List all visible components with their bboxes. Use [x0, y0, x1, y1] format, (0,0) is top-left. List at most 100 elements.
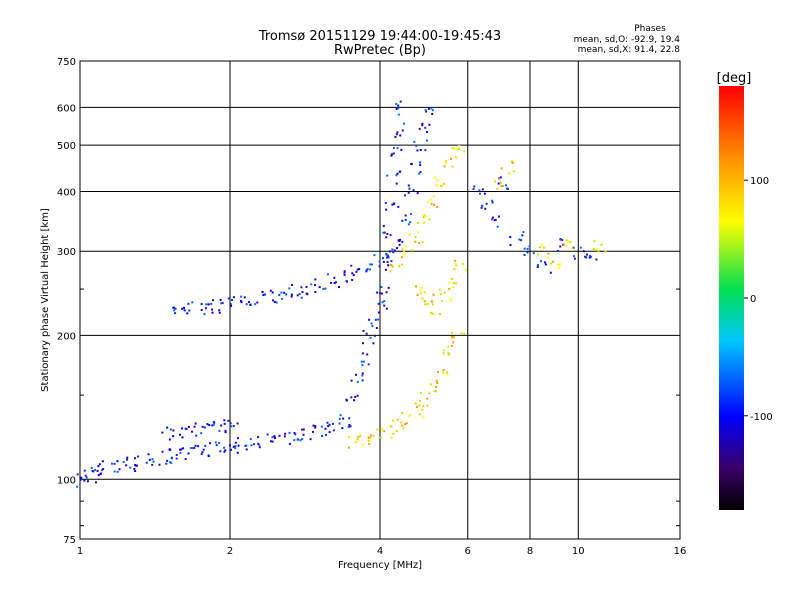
o-mode-point [341, 427, 344, 430]
x-mode-point [460, 332, 463, 335]
o-mode-point [595, 258, 598, 261]
o-mode-point [181, 307, 184, 310]
o-mode-point [356, 268, 359, 271]
o-mode-point [247, 301, 250, 304]
o-mode-point [181, 436, 184, 439]
x-mode-point [455, 156, 458, 159]
o-mode-point [118, 468, 121, 471]
o-mode-point [361, 374, 364, 377]
x-mode-point [418, 404, 421, 407]
x-mode-point [430, 383, 433, 386]
x-mode-point [369, 439, 372, 442]
x-mode-point [392, 432, 395, 435]
x-mode-point [419, 391, 422, 394]
o-mode-point [170, 456, 173, 459]
o-mode-point [249, 438, 252, 441]
o-mode-point [509, 243, 512, 246]
x-mode-point [391, 265, 394, 268]
o-mode-point [483, 192, 486, 195]
o-mode-point [418, 172, 421, 175]
x-mode-point [454, 263, 457, 266]
o-mode-point [281, 297, 284, 300]
o-mode-point [204, 307, 207, 310]
o-mode-point [338, 417, 341, 420]
o-mode-point [426, 139, 429, 142]
o-mode-point [478, 189, 481, 192]
x-tick-label: 1 [77, 546, 83, 557]
o-mode-point [385, 208, 388, 211]
o-mode-point [401, 219, 404, 222]
o-mode-point [428, 123, 431, 126]
o-mode-point [151, 458, 154, 461]
o-mode-point [201, 451, 204, 454]
o-mode-point [409, 221, 412, 224]
o-mode-point [484, 207, 487, 210]
o-mode-point [218, 309, 221, 312]
o-mode-point [191, 301, 194, 304]
o-mode-point [301, 291, 304, 294]
o-mode-point [240, 301, 243, 304]
x-mode-point [423, 221, 426, 224]
o-mode-point [407, 223, 410, 226]
x-mode-point [447, 345, 450, 348]
o-mode-point [318, 286, 321, 289]
o-mode-point [532, 252, 535, 255]
o-mode-point [499, 176, 502, 179]
x-mode-point [500, 185, 503, 188]
x-mode-point [463, 150, 466, 153]
o-mode-point [293, 439, 296, 442]
x-mode-point [432, 312, 435, 315]
o-mode-point [253, 443, 256, 446]
o-mode-point [133, 467, 136, 470]
x-mode-point [597, 249, 600, 252]
o-mode-point [522, 231, 525, 234]
x-mode-point [454, 259, 457, 262]
o-mode-point [559, 245, 562, 248]
o-mode-point [374, 318, 377, 321]
o-mode-point [387, 256, 390, 259]
x-mode-point [453, 268, 456, 271]
x-mode-point [557, 264, 560, 267]
o-mode-point [223, 450, 226, 453]
o-mode-point [398, 243, 401, 246]
o-mode-point [211, 311, 214, 314]
x-mode-point [426, 397, 429, 400]
o-mode-point [239, 299, 242, 302]
o-mode-point [395, 182, 398, 185]
o-mode-point [505, 184, 508, 187]
o-mode-point [333, 276, 336, 279]
o-mode-point [184, 457, 187, 460]
x-mode-point [511, 160, 514, 163]
o-mode-point [174, 312, 177, 315]
o-mode-point [536, 264, 539, 267]
o-mode-point [371, 325, 374, 328]
x-mode-point [542, 246, 545, 249]
o-mode-point [301, 438, 304, 441]
o-mode-point [283, 291, 286, 294]
x-mode-point [442, 371, 445, 374]
o-mode-point [380, 292, 383, 295]
x-mode-point [418, 241, 421, 244]
o-mode-point [385, 236, 388, 239]
x-axis-label: Frequency [MHz] [338, 560, 422, 571]
o-mode-point [195, 434, 198, 437]
x-mode-point [421, 286, 424, 289]
o-mode-point [419, 161, 422, 164]
o-mode-point [99, 472, 102, 475]
o-mode-point [557, 249, 560, 252]
x-mode-point [408, 414, 411, 417]
o-mode-point [229, 422, 232, 425]
o-mode-point [97, 465, 100, 468]
x-mode-point [390, 436, 393, 439]
x-mode-point [442, 182, 445, 185]
x-mode-point [569, 241, 572, 244]
x-mode-point [592, 247, 595, 250]
x-mode-point [435, 390, 438, 393]
o-mode-point [211, 308, 214, 311]
x-mode-point [453, 148, 456, 151]
o-mode-point [362, 329, 365, 332]
x-mode-point [430, 311, 433, 314]
o-mode-point [416, 149, 419, 152]
o-mode-point [266, 433, 269, 436]
